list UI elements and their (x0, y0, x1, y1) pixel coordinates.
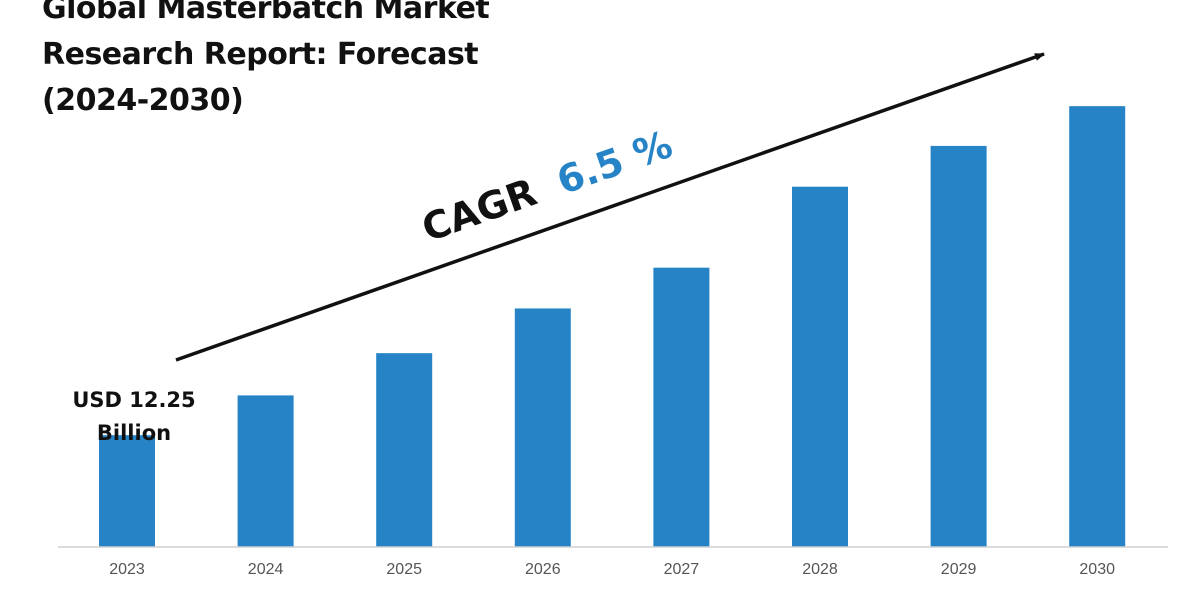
x-tick-2028: 2028 (802, 561, 838, 578)
chart-title-line-2: Research Report: Forecast (42, 37, 479, 72)
cagr-annotation: CAGR 6.5 % (416, 122, 677, 250)
bar-2027 (653, 267, 710, 547)
x-tick-2027: 2027 (664, 561, 700, 578)
x-tick-2026: 2026 (525, 561, 561, 578)
chart-title: Global Masterbatch Market Research Repor… (42, 0, 602, 124)
bars-group (99, 106, 1126, 548)
chart-title-line-1: Global Masterbatch Market (42, 0, 490, 26)
start-value-label-line-2: Billion (97, 421, 171, 445)
chart-title-line-3: (2024-2030) (42, 83, 244, 118)
bar-2026 (514, 308, 571, 547)
bar-2030 (1069, 106, 1126, 547)
x-tick-labels: 2023 2024 2025 2026 2027 2028 2029 2030 (109, 561, 1115, 578)
x-tick-2025: 2025 (386, 561, 422, 578)
x-tick-2029: 2029 (941, 561, 977, 578)
bar-2025 (376, 353, 433, 547)
growth-arrow (175, 52, 1045, 362)
bar-2023 (99, 435, 155, 547)
bar-2024 (237, 395, 294, 547)
bar-2029 (930, 145, 987, 547)
bar-2028 (792, 186, 848, 548)
start-value-label-line-1: USD 12.25 (72, 388, 195, 412)
x-tick-2030: 2030 (1079, 561, 1115, 578)
x-tick-2024: 2024 (248, 561, 284, 578)
x-tick-2023: 2023 (109, 561, 145, 578)
